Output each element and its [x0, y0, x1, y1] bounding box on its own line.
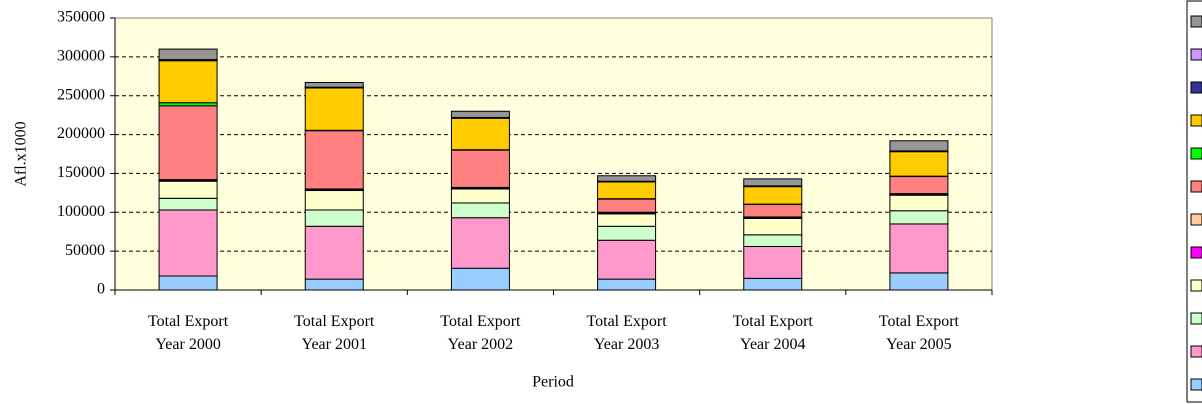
bar-segment: [743, 245, 803, 279]
bar-segment: [450, 188, 510, 204]
bar-segment: [158, 197, 218, 211]
bar-segment: [889, 140, 949, 152]
y-tick-label: 300000: [57, 48, 105, 65]
legend-swatch: [1190, 15, 1202, 28]
bar-segment: [743, 178, 803, 187]
bar-segment: [889, 272, 949, 291]
bar-segment: [450, 149, 510, 188]
bar-segment: [889, 176, 949, 195]
y-tick-label: 250000: [57, 86, 105, 103]
bar-segment: [158, 209, 218, 277]
bar-segment: [743, 186, 803, 205]
y-tick-label: 0: [97, 281, 105, 298]
bar-segment: [889, 223, 949, 274]
bar-segment: [158, 48, 218, 61]
bar-segment: [158, 275, 218, 291]
bar-segment: [158, 180, 218, 199]
bar-segment: [158, 105, 218, 181]
legend-swatch: [1190, 48, 1202, 61]
bar-segment: [597, 198, 657, 213]
bar-segment: [450, 202, 510, 219]
bar-segment: [304, 190, 364, 211]
bar-segment: [304, 87, 364, 131]
x-tick-label: Total Export Year 2000: [147, 313, 229, 353]
bar-segment: [743, 277, 803, 291]
y-tick-label: 350000: [57, 9, 105, 26]
y-axis-title: Afl.x1000: [13, 121, 30, 186]
bar-segment: [597, 181, 657, 200]
bar-segment: [743, 204, 803, 218]
x-tick-label: Total Export Year 2001: [294, 313, 375, 353]
legend-swatch: [1190, 180, 1202, 193]
legend-swatch: [1190, 312, 1202, 325]
x-tick-label: Total Export Year 2003: [586, 313, 667, 353]
legend-swatch: [1190, 378, 1202, 391]
legend-swatch: [1190, 279, 1202, 292]
legend-swatch: [1190, 246, 1202, 259]
bar-segment: [450, 110, 510, 118]
x-tick-label: Total Export Year 2005: [878, 313, 959, 353]
y-tick-label: 100000: [57, 203, 105, 220]
x-tick-label: Total Export Year 2002: [440, 313, 521, 353]
legend-swatch: [1190, 114, 1202, 127]
legend-box: [1186, 0, 1202, 403]
bar-segment: [304, 209, 364, 227]
bar-segment: [597, 225, 657, 241]
y-tick-label: 200000: [57, 125, 105, 142]
legend-swatch: [1190, 213, 1202, 226]
bar-segment: [304, 225, 364, 280]
bar-segment: [889, 194, 949, 212]
y-tick-label: 50000: [65, 242, 105, 259]
bar-segment: [597, 278, 657, 291]
legend-swatch: [1190, 147, 1202, 160]
bar-segment: [304, 82, 364, 88]
bar-segment: [304, 130, 364, 190]
legend-swatch: [1190, 81, 1202, 94]
x-tick-label: Total Export Year 2004: [732, 313, 813, 353]
bar-segment: [597, 239, 657, 280]
y-tick-label: 150000: [57, 164, 105, 181]
bar-segment: [743, 234, 803, 247]
plot-area: [114, 17, 993, 291]
bar-segment: [597, 175, 657, 182]
x-axis-title: Period: [532, 374, 574, 391]
legend-swatch: [1190, 345, 1202, 358]
bar-segment: [889, 151, 949, 177]
bar-segment: [450, 267, 510, 291]
bar-segment: [889, 210, 949, 225]
bar-segment: [304, 278, 364, 291]
bar-segment: [158, 60, 218, 104]
bar-segment: [743, 218, 803, 236]
bar-segment: [450, 217, 510, 269]
bar-segment: [450, 117, 510, 151]
bar-segment: [597, 213, 657, 227]
